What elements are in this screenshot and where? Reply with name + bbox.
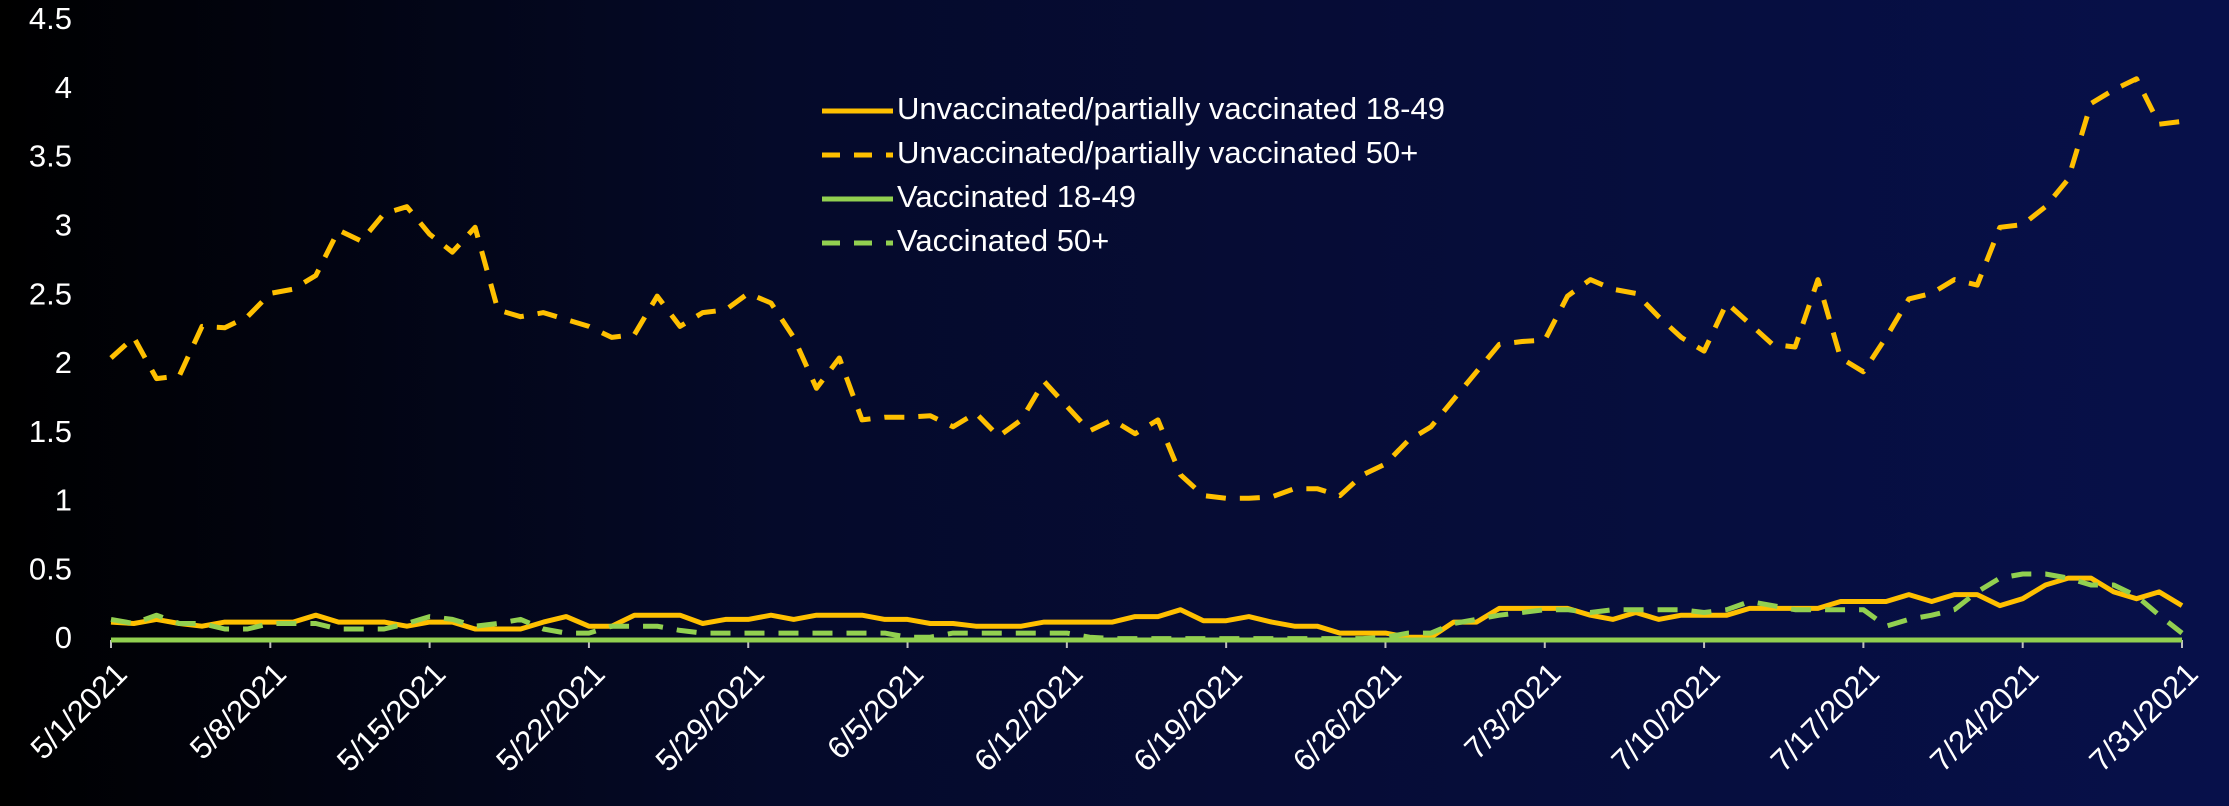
series-line: [110, 575, 2184, 640]
series-line: [109, 76, 2183, 501]
y-tick-label: 1.5: [29, 414, 72, 449]
y-tick-label: 0: [55, 620, 72, 655]
y-tick-label: 4: [55, 70, 72, 105]
y-tick-label: 2: [55, 345, 72, 380]
y-tick-label: 3: [55, 208, 72, 243]
y-tick-label: 0.5: [29, 551, 72, 586]
legend-label: Unvaccinated/partially vaccinated 50+: [897, 135, 1418, 170]
legend-label: Unvaccinated/partially vaccinated 18-49: [897, 91, 1445, 126]
legend-label: Vaccinated 50+: [897, 223, 1109, 258]
y-tick-label: 1: [55, 483, 72, 518]
series-line: [110, 571, 2184, 642]
legend-label: Vaccinated 18-49: [897, 179, 1136, 214]
y-tick-label: 2.5: [29, 276, 72, 311]
y-tick-label: 3.5: [29, 139, 72, 174]
y-tick-label: 4.5: [29, 1, 72, 36]
